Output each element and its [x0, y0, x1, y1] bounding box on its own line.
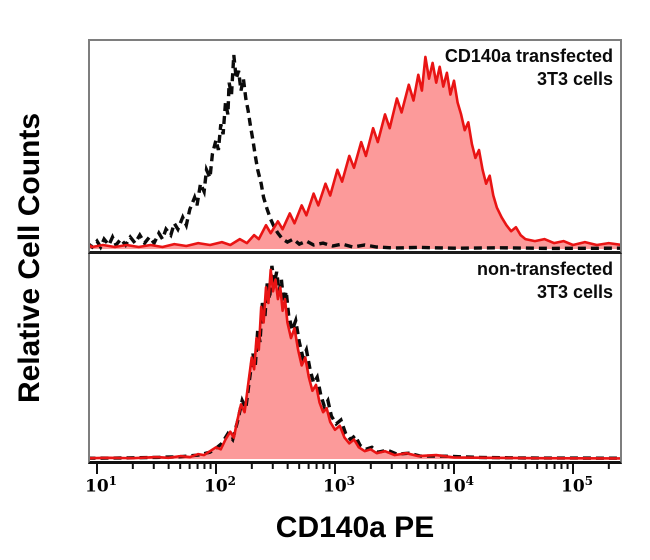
- x-axis-label: CD140a PE: [275, 511, 435, 544]
- annotation-line: 3T3 cells: [536, 69, 613, 89]
- x-tick-label: 105: [560, 474, 594, 497]
- x-tick-label: 102: [203, 474, 237, 497]
- annotation-line: CD140a transfected: [444, 46, 613, 66]
- annotation-line: 3T3 cells: [536, 282, 613, 302]
- annotation-line: non-transfected: [476, 259, 613, 279]
- stained-red-curve: [90, 55, 620, 249]
- stained-red-curve: [90, 268, 620, 460]
- x-tick-label: 103: [322, 474, 356, 497]
- y-axis-label: Relative Cell Counts: [13, 112, 46, 404]
- top-histogram-plot: [90, 54, 620, 251]
- top-panel-annotation: CD140a transfected 3T3 cells: [445, 45, 613, 91]
- histogram-fill: [90, 56, 620, 249]
- x-tick-label: 101: [84, 474, 118, 497]
- bottom-histogram-plot: [90, 265, 620, 460]
- bottom-panel-annotation: non-transfected 3T3 cells: [477, 258, 613, 304]
- top-histogram-panel: CD140a transfected 3T3 cells: [88, 39, 622, 254]
- control-dashed-curve: [90, 54, 620, 251]
- bottom-histogram-panel: non-transfected 3T3 cells: [88, 254, 622, 464]
- x-tick-label: 104: [441, 474, 475, 497]
- x-axis-tick-labels: 101 102 103 104 105: [0, 474, 650, 504]
- control-dashed-curve: [90, 265, 620, 460]
- x-axis-ticks: [96, 464, 610, 474]
